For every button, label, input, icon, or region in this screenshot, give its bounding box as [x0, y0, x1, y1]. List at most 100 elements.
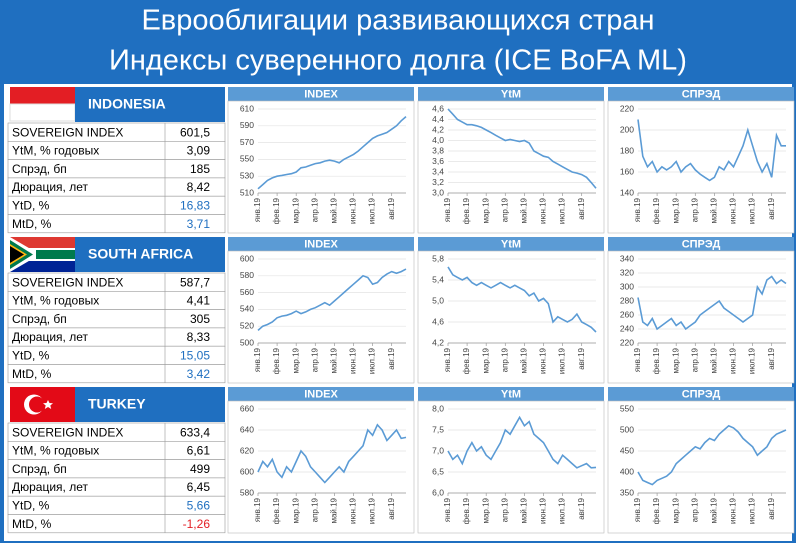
x-tick-label: янв.19: [443, 197, 452, 222]
x-tick-label: апр.19: [500, 497, 509, 522]
x-tick-label: май.19: [519, 197, 528, 223]
chart-title: СПРЭД: [682, 388, 721, 400]
x-tick-label: июл.19: [558, 497, 567, 524]
y-tick-label: 400: [620, 466, 634, 476]
row-value: 499: [190, 462, 210, 476]
x-tick-label: мар.19: [671, 197, 680, 223]
title-line: Индексы суверенного долга (ICE BoFA ML): [109, 45, 687, 77]
y-tick-label: 340: [620, 253, 634, 263]
chart-title: YtM: [501, 388, 521, 400]
x-tick-label: июн.19: [729, 497, 738, 524]
y-tick-label: 4,2: [432, 337, 444, 347]
row-label: YtD, %: [12, 199, 50, 213]
row-value: 16,83: [180, 199, 210, 213]
x-tick-label: апр.19: [690, 347, 699, 372]
y-tick-label: 3,8: [432, 145, 444, 155]
x-tick-label: фев.19: [652, 497, 661, 524]
x-tick-label: июн.19: [729, 347, 738, 374]
x-tick-label: июл.19: [368, 347, 377, 374]
y-tick-label: 6,0: [432, 487, 444, 497]
x-tick-label: авг.19: [577, 347, 586, 369]
row-value: 4,41: [187, 294, 211, 308]
country-name: SOUTH AFRICA: [88, 246, 193, 262]
chart-panel: [607, 400, 795, 534]
y-tick-label: 5,0: [432, 295, 444, 305]
row-label: YtM, % годовых: [12, 144, 99, 158]
y-tick-label: 200: [620, 124, 634, 134]
x-tick-label: июл.19: [368, 197, 377, 224]
chart-header: [418, 87, 604, 101]
y-tick-label: 610: [240, 103, 254, 113]
row-label: MtD, %: [12, 517, 52, 531]
x-tick-label: мар.19: [291, 347, 300, 373]
x-tick-label: июн.19: [539, 497, 548, 524]
row-label: Дюрация, лет: [12, 180, 88, 194]
y-tick-label: 4,0: [432, 135, 444, 145]
x-tick-label: май.19: [519, 347, 528, 373]
x-tick-label: май.19: [709, 197, 718, 223]
x-tick-label: мар.19: [481, 197, 490, 223]
series-line: [447, 415, 597, 469]
x-tick-label: июн.19: [349, 347, 358, 374]
flag-turkey: [10, 387, 75, 422]
y-tick-label: 500: [620, 424, 634, 434]
x-tick-label: май.19: [329, 197, 338, 223]
row-value: 8,42: [187, 180, 211, 194]
x-tick-label: мар.19: [481, 497, 490, 523]
y-tick-label: 590: [240, 120, 254, 130]
table-row: [7, 364, 226, 384]
series-line: [637, 424, 787, 486]
y-tick-label: 140: [620, 187, 634, 197]
table-row: [7, 514, 226, 534]
chart-panel: [227, 100, 415, 234]
y-tick-label: 3,2: [432, 177, 444, 187]
y-tick-label: 640: [240, 424, 254, 434]
y-tick-label: 620: [240, 445, 254, 455]
x-tick-label: май.19: [329, 497, 338, 523]
row-label: Дюрация, лет: [12, 480, 88, 494]
x-tick-label: июл.19: [558, 197, 567, 224]
row-label: SOVEREIGN INDEX: [12, 125, 123, 139]
x-tick-label: фев.19: [462, 497, 471, 524]
y-tick-label: 660: [240, 403, 254, 413]
row-value: 633,4: [180, 425, 210, 439]
row-value: 3,71: [187, 217, 211, 231]
x-tick-label: авг.19: [577, 197, 586, 219]
x-tick-label: мар.19: [481, 347, 490, 373]
y-tick-label: 8,0: [432, 403, 444, 413]
series-line: [637, 275, 787, 331]
series-line: [637, 119, 786, 182]
y-tick-label: 540: [240, 304, 254, 314]
y-tick-label: 550: [620, 403, 634, 413]
x-tick-label: янв.19: [253, 497, 262, 522]
row-value: 3,42: [187, 367, 211, 381]
x-tick-label: июл.19: [368, 497, 377, 524]
chart-title: INDEX: [304, 238, 338, 250]
flag-indonesia: [9, 87, 76, 122]
x-tick-label: янв.19: [253, 197, 262, 222]
x-tick-label: апр.19: [690, 497, 699, 522]
y-tick-label: 450: [620, 445, 634, 455]
flag-south-africa: [10, 237, 75, 272]
y-tick-label: 580: [240, 487, 254, 497]
y-tick-label: 220: [620, 103, 634, 113]
y-tick-label: 500: [240, 337, 254, 347]
series-line: [447, 266, 597, 333]
country-bar: [75, 237, 225, 272]
x-tick-label: июл.19: [748, 197, 757, 224]
row-value: 5,66: [187, 499, 211, 513]
y-tick-label: 320: [620, 267, 634, 277]
chart-panel: [227, 250, 415, 384]
country-bar: [75, 387, 225, 422]
series-line: [257, 115, 407, 190]
row-value: 15,05: [180, 349, 210, 363]
series-line: [447, 108, 597, 189]
row-value: 601,5: [180, 125, 210, 139]
row-label: YtD, %: [12, 349, 50, 363]
chart-title: INDEX: [304, 88, 338, 100]
row-label: SOVEREIGN INDEX: [12, 275, 123, 289]
y-tick-label: 280: [620, 295, 634, 305]
x-tick-label: май.19: [329, 347, 338, 373]
x-tick-label: мар.19: [291, 197, 300, 223]
chart-header: [228, 237, 414, 251]
